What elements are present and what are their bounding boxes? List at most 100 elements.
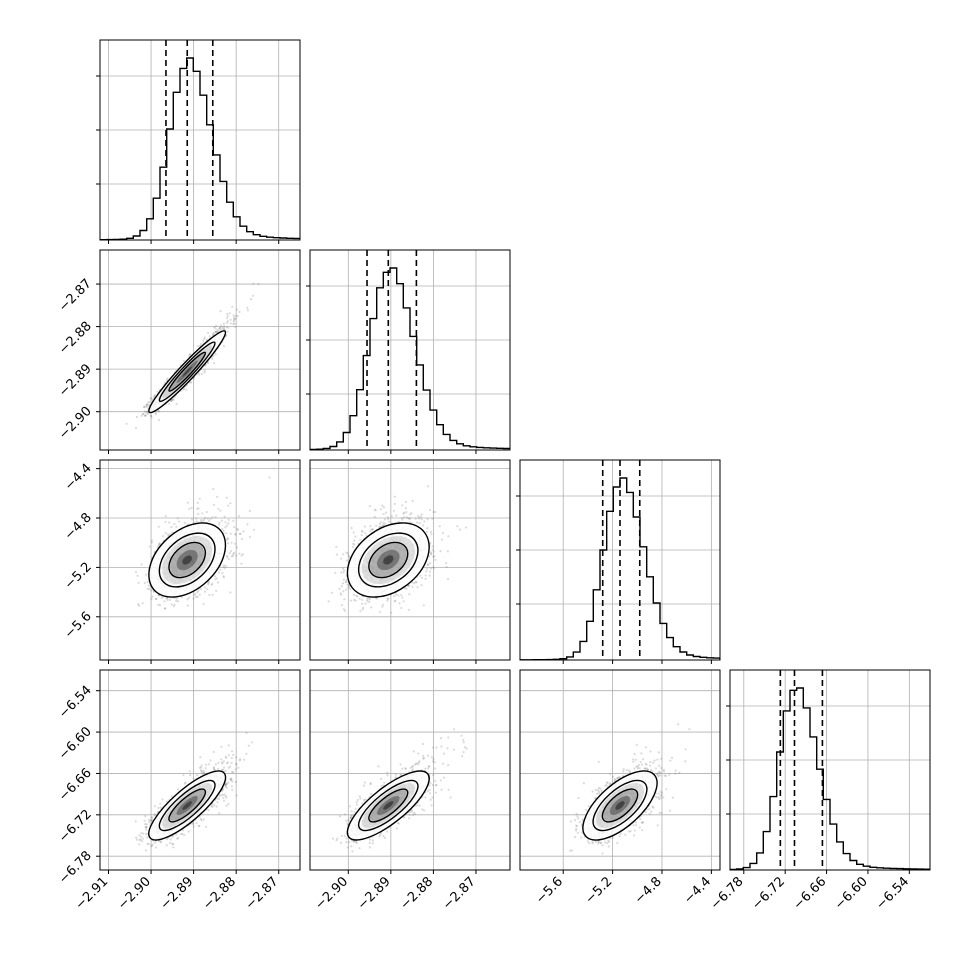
sample-point <box>157 525 160 528</box>
sample-point <box>134 571 138 574</box>
sample-point <box>426 527 429 530</box>
sample-point <box>175 403 178 406</box>
sample-point <box>141 602 144 605</box>
sample-point <box>214 353 217 356</box>
sample-point <box>441 531 444 535</box>
sample-point <box>218 327 221 331</box>
sample-point <box>181 829 185 832</box>
sample-point <box>148 400 151 403</box>
sample-point <box>166 533 169 536</box>
sample-point <box>342 590 345 593</box>
sample-point <box>151 843 154 846</box>
sample-point <box>158 603 162 607</box>
sample-point <box>354 599 357 602</box>
sample-point <box>169 598 172 602</box>
sample-point <box>397 520 400 523</box>
sample-point <box>233 526 236 529</box>
sample-point <box>232 318 235 322</box>
sample-point <box>413 582 416 585</box>
sample-point <box>199 756 202 759</box>
sample-point <box>180 596 183 599</box>
sample-point <box>428 570 431 573</box>
sample-point <box>172 398 175 401</box>
sample-point <box>420 584 423 587</box>
sample-point <box>429 530 433 534</box>
density-fill <box>162 345 213 399</box>
sample-point <box>257 283 260 286</box>
sample-point <box>347 554 350 557</box>
sample-point <box>268 476 271 479</box>
sample-point <box>409 513 412 516</box>
sample-point <box>177 520 181 523</box>
sample-point <box>206 588 209 591</box>
sample-point <box>169 841 172 845</box>
sample-point <box>217 330 220 333</box>
sample-point <box>222 529 225 532</box>
sample-point <box>150 396 153 400</box>
sample-point <box>186 598 189 601</box>
sample-point <box>144 414 147 417</box>
sample-point <box>219 310 222 313</box>
sample-point <box>388 520 391 523</box>
sample-point <box>144 405 147 408</box>
sample-point <box>200 518 203 521</box>
sample-point <box>432 566 435 569</box>
sample-point <box>164 532 167 535</box>
sample-point <box>414 517 417 520</box>
sample-point <box>158 542 161 546</box>
sample-point <box>147 584 150 587</box>
sample-point <box>232 320 235 323</box>
sample-point <box>213 575 217 578</box>
sample-point <box>230 750 234 753</box>
density-contour <box>168 351 207 392</box>
sample-point <box>151 818 154 821</box>
sample-point <box>223 515 226 518</box>
sample-point <box>219 324 222 327</box>
sample-point <box>232 552 235 556</box>
sample-point <box>235 794 238 797</box>
sample-point <box>223 325 226 328</box>
sample-point <box>233 322 236 325</box>
sample-point <box>445 565 448 569</box>
sample-point <box>217 767 220 770</box>
panel-frame <box>99 39 301 241</box>
sample-point <box>431 517 434 520</box>
sample-point <box>236 315 239 318</box>
sample-point <box>144 849 148 852</box>
sample-point <box>229 549 233 553</box>
density-fill <box>361 535 415 585</box>
sample-point <box>204 586 207 589</box>
sample-point <box>428 574 431 577</box>
sample-point <box>386 597 389 600</box>
sample-point <box>225 325 228 329</box>
sample-point <box>236 527 239 531</box>
sample-point <box>198 497 201 500</box>
sample-point <box>342 571 345 574</box>
density-contour <box>168 541 207 579</box>
sample-point <box>344 588 348 591</box>
sample-point <box>369 525 372 528</box>
sample-point <box>182 387 186 390</box>
sample-point <box>361 602 364 605</box>
sample-point <box>392 595 396 598</box>
sample-point <box>381 605 384 608</box>
sample-point <box>231 305 234 308</box>
sample-point <box>241 553 245 556</box>
sample-point <box>214 327 217 330</box>
histogram-series <box>310 267 510 450</box>
sample-point <box>182 388 185 391</box>
sample-point <box>350 526 353 530</box>
sample-point <box>233 317 236 321</box>
sample-point <box>145 403 148 406</box>
sample-point <box>408 518 411 521</box>
sample-point <box>197 507 200 510</box>
sample-point <box>170 525 173 529</box>
sample-point <box>145 836 149 839</box>
sample-point <box>386 516 389 519</box>
sample-point <box>226 317 229 320</box>
sample-point <box>157 603 160 606</box>
sample-point <box>138 843 141 846</box>
sample-point <box>345 559 348 562</box>
sample-point <box>402 600 405 603</box>
y-tick-label: −4.8 <box>62 510 95 543</box>
